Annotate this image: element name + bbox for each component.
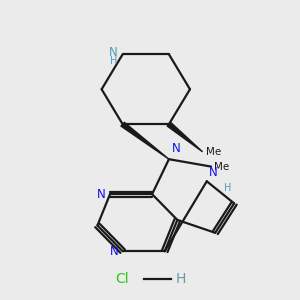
Text: N: N (209, 167, 218, 179)
Text: N: N (97, 188, 106, 201)
Text: H: H (224, 183, 232, 193)
Text: Me: Me (214, 162, 230, 172)
Text: H: H (110, 56, 118, 66)
Text: H: H (175, 272, 186, 286)
Polygon shape (167, 122, 203, 152)
Text: N: N (172, 142, 181, 155)
Text: Cl: Cl (115, 272, 129, 286)
Text: Me: Me (206, 147, 221, 157)
Polygon shape (121, 122, 169, 159)
Text: N: N (109, 46, 118, 59)
Text: N: N (110, 245, 118, 258)
